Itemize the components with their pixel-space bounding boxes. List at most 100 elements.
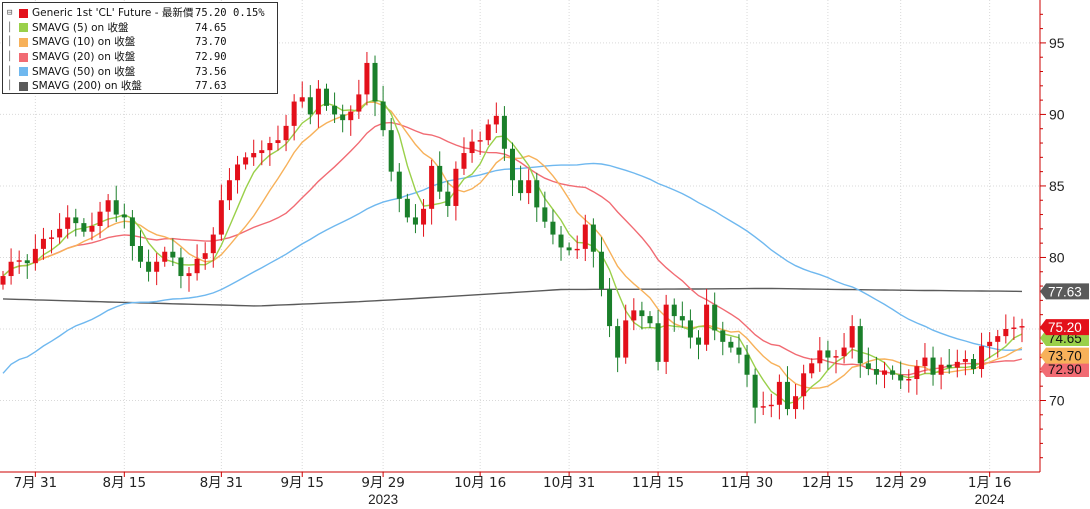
sma200-tag-text: 77.63 [1048,284,1082,299]
x-tick-label: 8月 31 [200,475,244,491]
y-axis: 707580859095 [1039,0,1065,472]
legend-series-name: SMAVG (10) on 收盤 [32,36,136,49]
candle-down [332,105,338,115]
legend-row[interactable]: │ SMAVG (5) on 收盤 74.65 [7,21,273,36]
candle-up [299,97,305,102]
tree-line-icon: │ [7,81,13,92]
candle-up [938,364,944,375]
candle-down [930,357,936,375]
y-tick-label: 95 [1049,35,1065,51]
legend-swatch [19,52,28,62]
collapse-icon[interactable]: ⊟ [7,8,13,19]
candle-down [542,207,548,222]
candle-down [24,260,30,264]
candle-up [283,125,289,141]
candle-up [57,228,63,238]
legend-row[interactable]: │ SMAVG (20) on 收盤 72.90 [7,50,273,65]
candle-down [534,180,540,208]
candle-up [776,381,782,405]
x-tick-label: 9月 15 [280,475,324,491]
x-tick-label: 10月 31 [543,475,595,491]
candle-down [970,359,976,370]
sma10-tag-text: 73.70 [1048,349,1082,364]
legend-series-value: 75.20 [195,7,227,20]
y-tick-label: 80 [1049,249,1065,265]
candle-up [1019,326,1025,328]
candle-down [857,326,863,364]
candle-up [914,366,920,380]
year-label: 2024 [975,492,1006,507]
candle-down [323,88,329,106]
candle-up [631,310,637,321]
legend-swatch [19,23,28,33]
candle-up [841,347,847,357]
candle-up [793,396,799,410]
candle-down [388,130,394,172]
candle-down [744,354,750,375]
candle-down [639,310,645,317]
legend-swatch [19,81,28,91]
candle-down [898,374,904,381]
candle-up [49,237,55,239]
candle-down [890,370,896,375]
price-tag-bg [1040,319,1089,336]
candle-down [873,369,879,375]
x-tick-label: 10月 16 [454,475,506,491]
candle-up [453,168,459,206]
legend-row[interactable]: ⊟ Generic 1st 'CL' Future - 最新價 75.20 0.15% [7,6,273,21]
candle-down [380,101,386,131]
candle-up [194,258,200,274]
candle-up [768,404,774,407]
candle-down [113,200,119,215]
legend-series-name: SMAVG (20) on 收盤 [32,51,136,64]
candle-up [663,304,669,362]
legend-swatch [19,8,28,18]
x-tick-label: 12月 29 [875,475,927,491]
candle-up [32,248,38,264]
candle-up [760,406,766,408]
year-label: 2023 [368,492,398,507]
candle-up [364,62,370,95]
candle-up [623,320,629,358]
candle-down [137,246,143,262]
sma200-line [2,287,1023,307]
tree-line-icon: │ [7,52,13,63]
x-tick-label: 11月 15 [632,475,684,491]
candle-up [356,94,362,112]
candle-up [89,225,95,232]
candle-down [412,217,418,225]
candle-up [154,261,160,272]
legend-row[interactable]: │ SMAVG (200) on 收盤 77.63 [7,79,273,94]
tree-line-icon: │ [7,22,13,33]
legend-series-name: Generic 1st 'CL' Future - 最新價 [32,7,194,20]
candle-up [218,200,224,235]
candle-up [833,356,839,358]
candle-down [784,381,790,410]
candle-up [493,115,499,125]
candle-up [801,373,807,397]
candle-down [696,337,702,345]
candle-up [235,164,241,181]
candle-down [509,148,516,181]
candle-up [226,180,232,201]
candle-down [518,180,524,194]
candle-up [1011,327,1017,329]
legend-row[interactable]: │ SMAVG (10) on 收盤 73.70 [7,35,273,50]
candle-up [186,273,192,277]
candles-group [0,51,1025,424]
candle-up [8,261,14,277]
candle-up [429,165,435,209]
x-tick-label: 12月 15 [802,475,854,491]
candle-down [615,326,621,358]
candle-down [307,97,313,115]
candle-down [736,347,742,355]
sma10-tag: 73.70 [1040,347,1089,364]
candle-down [146,261,152,272]
x-tick-label: 9月 29 [361,475,405,491]
candle-down [720,330,726,342]
candle-down [566,247,572,251]
legend-row[interactable]: │ SMAVG (50) on 收盤 73.56 [7,64,273,79]
legend-swatch [19,37,28,47]
candle-down [607,288,613,327]
sma20-tag-text: 72.90 [1048,362,1082,377]
